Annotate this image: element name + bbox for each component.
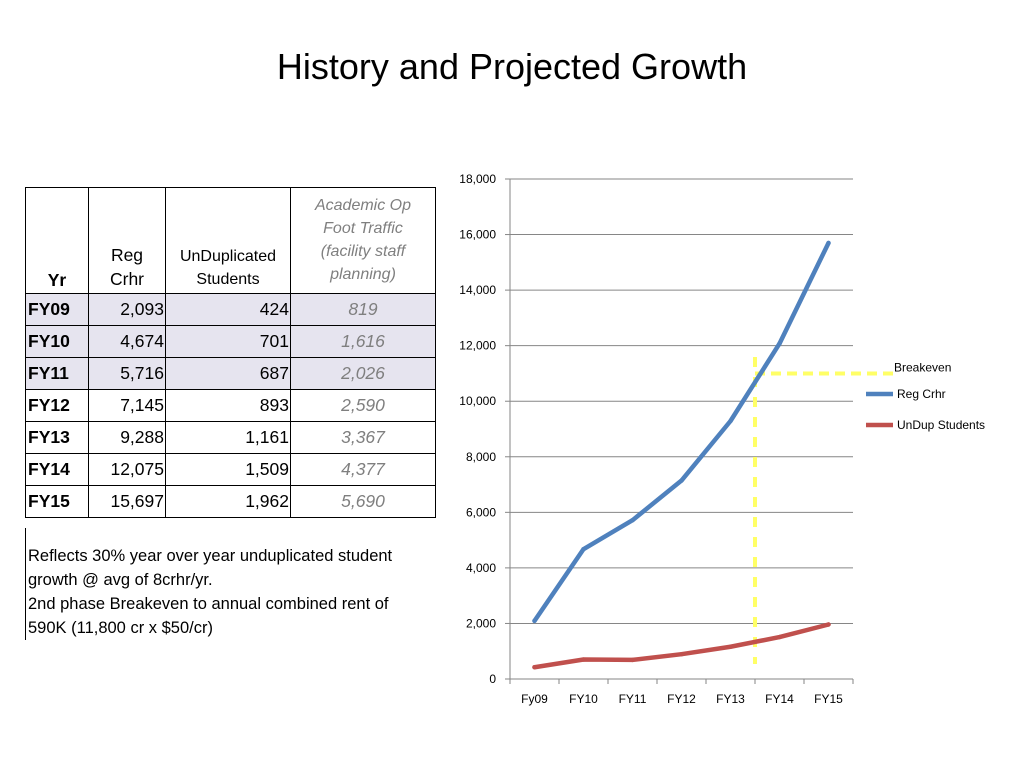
y-tick-label: 8,000: [466, 450, 496, 464]
cell-yr: FY11: [25, 357, 89, 390]
cell-reg-crhr: 7,145: [88, 389, 166, 422]
cell-op: 2,026: [290, 357, 436, 390]
x-tick-label: FY12: [667, 692, 696, 706]
note-line: growth @ avg of 8crhr/yr.: [28, 571, 213, 589]
cell-undup: 424: [165, 293, 291, 326]
x-tick-label: FY11: [619, 692, 647, 706]
header-op-line1: Academic Op: [314, 196, 412, 214]
cell-reg-crhr: 15,697: [88, 485, 166, 518]
header-reg-line1: Reg: [110, 245, 144, 265]
table-row: FY13 9,288 1,161 3,367: [25, 421, 436, 454]
data-point: [679, 651, 684, 657]
series-line: [532, 240, 831, 624]
y-tick-label: 6,000: [466, 505, 496, 519]
y-tick-label: 4,000: [466, 561, 496, 575]
header-op-line2: Foot Traffic: [323, 219, 403, 237]
data-point: [532, 665, 537, 670]
header-op-line4: planning): [330, 265, 396, 283]
cell-yr: FY10: [25, 325, 89, 358]
table-header-row: Yr Reg Crhr UnDuplicated Students Academ…: [25, 187, 436, 294]
cell-undup: 1,509: [165, 453, 291, 486]
series-line: [532, 622, 831, 670]
header-academic-op: Academic Op Foot Traffic (facility staff…: [290, 187, 436, 294]
y-tick-label: 12,000: [459, 339, 496, 353]
note-line: Reflects 30% year over year unduplicated…: [28, 547, 393, 565]
cell-reg-crhr: 5,716: [88, 357, 166, 390]
table-row: FY14 12,075 1,509 4,377: [25, 453, 436, 486]
cell-undup: 893: [165, 389, 291, 422]
data-point: [581, 657, 586, 662]
data-point: [630, 518, 635, 523]
data-point: [826, 622, 831, 627]
cell-reg-crhr: 12,075: [88, 453, 166, 486]
slide-title: History and Projected Growth: [276, 46, 748, 87]
x-tick-label: FY14: [765, 692, 794, 706]
note-line: 590K (11,800 cr x $50/cr): [28, 619, 213, 637]
header-op-line3: (facility staff: [320, 242, 406, 260]
y-tick-label: 16,000: [459, 228, 496, 242]
y-tick-label: 18,000: [459, 172, 496, 186]
note-line: 2nd phase Breakeven to annual combined r…: [28, 595, 389, 613]
data-point: [581, 546, 586, 552]
y-tick-label: 14,000: [459, 283, 496, 297]
y-tick-label: 0: [489, 672, 496, 686]
x-tick-label: FY13: [716, 692, 745, 706]
data-point: [826, 240, 831, 246]
data-point: [777, 341, 782, 346]
cell-reg-crhr: 2,093: [88, 293, 166, 326]
legend-label: Reg Crhr: [897, 387, 946, 401]
table-row: FY11 5,716 687 2,026: [25, 357, 436, 390]
header-reg-line2: Crhr: [109, 269, 145, 289]
header-yr: Yr: [25, 187, 89, 294]
table-row: FY15 15,697 1,962 5,690: [25, 485, 436, 518]
data-point: [679, 478, 684, 483]
cell-yr: FY12: [25, 389, 89, 422]
x-tick-label: FY10: [569, 692, 598, 706]
cell-op: 4,377: [290, 453, 436, 486]
table-note: Reflects 30% year over year unduplicated…: [25, 528, 436, 640]
cell-undup: 701: [165, 325, 291, 358]
legend-label: UnDup Students: [897, 418, 985, 432]
x-tick-label: Fy09: [521, 692, 548, 706]
table-row: FY10 4,674 701 1,616: [25, 325, 436, 358]
cell-yr: FY15: [25, 485, 89, 518]
x-tick-label: FY15: [814, 692, 843, 706]
data-point: [532, 618, 537, 624]
header-reg-crhr: Reg Crhr: [88, 187, 166, 294]
cell-op: 819: [290, 293, 436, 326]
header-undup-line2: Students: [196, 271, 260, 288]
data-point: [728, 418, 733, 424]
header-undup-line1: UnDuplicated: [179, 248, 277, 265]
data-point: [728, 644, 733, 649]
data-point: [630, 657, 635, 663]
data-point: [777, 634, 782, 640]
table-row: FY09 2,093 424 819: [25, 293, 436, 326]
table-row: FY12 7,145 893 2,590: [25, 389, 436, 422]
cell-undup: 1,962: [165, 485, 291, 518]
breakeven-label: Breakeven: [894, 360, 951, 374]
cell-op: 5,690: [290, 485, 436, 518]
y-tick-label: 10,000: [459, 394, 496, 408]
y-tick-label: 2,000: [466, 616, 496, 630]
data-table: Yr Reg Crhr UnDuplicated Students Academ…: [25, 187, 436, 518]
cell-op: 1,616: [290, 325, 436, 358]
